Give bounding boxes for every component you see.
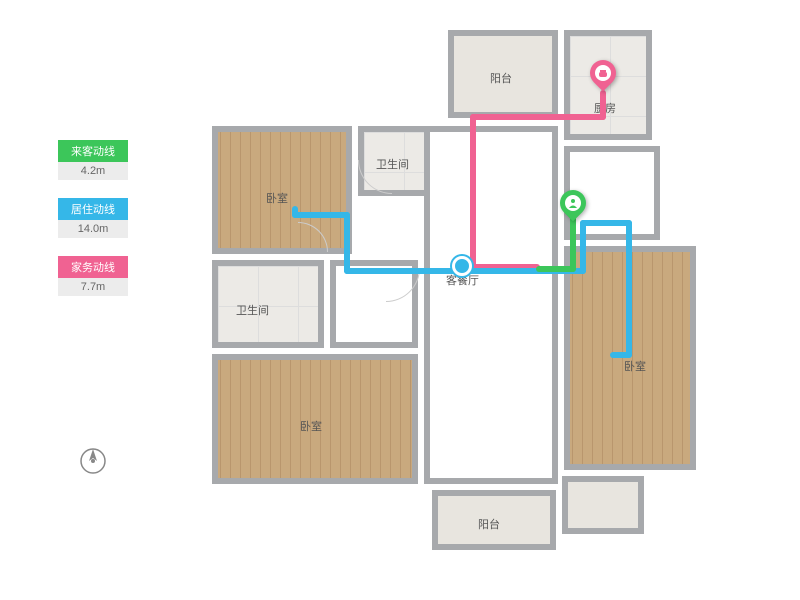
path-green-seg-1	[536, 266, 576, 272]
path-blue-seg-4	[580, 220, 586, 274]
path-pink-seg-2	[470, 114, 476, 270]
path-blue-seg-5	[580, 220, 632, 226]
room-balcony-br	[562, 476, 644, 534]
compass-icon	[78, 446, 108, 476]
path-blue-seg-7	[610, 352, 632, 358]
kitchen-marker	[590, 60, 616, 94]
path-blue-seg-1	[292, 212, 350, 218]
room-label-bathroom-mid: 卫生间	[236, 302, 269, 318]
legend-house-label: 家务动线	[58, 256, 128, 278]
legend: 来客动线 4.2m 居住动线 14.0m 家务动线 7.7m	[58, 140, 128, 314]
legend-living-label: 居住动线	[58, 198, 128, 220]
legend-guest: 来客动线 4.2m	[58, 140, 128, 180]
path-pink-seg-1	[470, 114, 606, 120]
entry-marker	[560, 190, 586, 224]
floorplan-canvas: 阳台厨房卫生间卧室卫生间卧室客餐厅卧室阳台 来客动线 4.2m 居住动线 14.…	[0, 0, 800, 600]
room-living	[424, 126, 558, 484]
room-label-bedroom-tl: 卧室	[266, 190, 288, 206]
legend-guest-value: 4.2m	[58, 162, 128, 180]
legend-guest-label: 来客动线	[58, 140, 128, 162]
legend-living: 居住动线 14.0m	[58, 198, 128, 238]
room-label-balcony-top: 阳台	[490, 70, 512, 86]
room-label-bedroom-bl: 卧室	[300, 418, 322, 434]
legend-house-value: 7.7m	[58, 278, 128, 296]
living-marker	[452, 256, 478, 290]
path-green-seg-0	[570, 216, 576, 272]
room-label-balcony-bot: 阳台	[478, 516, 500, 532]
path-blue-seg-2	[344, 212, 350, 274]
path-blue-seg-6	[626, 220, 632, 358]
legend-living-value: 14.0m	[58, 220, 128, 238]
room-label-bedroom-r: 卧室	[624, 358, 646, 374]
legend-house: 家务动线 7.7m	[58, 256, 128, 296]
